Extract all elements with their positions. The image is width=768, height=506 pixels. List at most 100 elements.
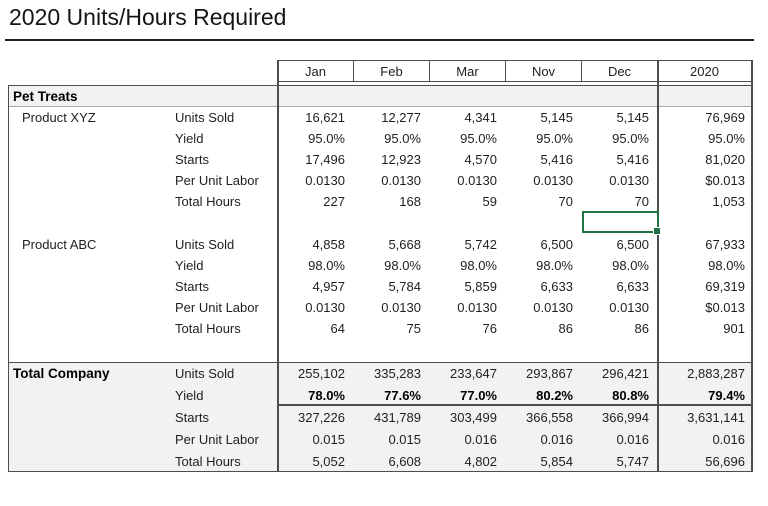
cell-jan[interactable]: 64: [330, 321, 345, 336]
metric-label[interactable]: Starts: [175, 409, 209, 425]
metric-label[interactable]: Yield: [175, 387, 204, 403]
cell-mar[interactable]: 98.0%: [460, 258, 497, 273]
cell-dec[interactable]: 5,416: [616, 152, 649, 167]
cell-nov[interactable]: 6,500: [540, 237, 573, 252]
cell-mar[interactable]: 5,742: [464, 237, 497, 252]
cell-feb[interactable]: 0.0130: [381, 300, 421, 315]
cell-2020[interactable]: 79.4%: [708, 387, 745, 403]
cell-jan[interactable]: 95.0%: [308, 131, 345, 146]
cell-2020[interactable]: 98.0%: [708, 258, 745, 273]
cell-mar[interactable]: 4,341: [464, 110, 497, 125]
cell-mar[interactable]: 59: [482, 194, 497, 209]
cell-dec[interactable]: 0.016: [616, 431, 649, 447]
metric-label[interactable]: Per Unit Labor: [175, 173, 259, 188]
cell-jan[interactable]: 0.0130: [305, 300, 345, 315]
cell-dec[interactable]: 296,421: [602, 365, 649, 381]
cell-feb[interactable]: 431,789: [374, 409, 421, 425]
cell-nov[interactable]: 86: [558, 321, 573, 336]
cell-jan[interactable]: 0.015: [312, 431, 345, 447]
cell-feb[interactable]: 335,283: [374, 365, 421, 381]
cell-feb[interactable]: 12,923: [381, 152, 421, 167]
cell-2020[interactable]: 0.016: [712, 431, 745, 447]
cell-mar[interactable]: 303,499: [450, 409, 497, 425]
cell-feb[interactable]: 0.0130: [381, 173, 421, 188]
cell-nov[interactable]: 0.016: [540, 431, 573, 447]
metric-label[interactable]: Units Sold: [175, 110, 235, 125]
cell-2020[interactable]: 81,020: [705, 152, 745, 167]
metric-label[interactable]: Yield: [175, 258, 204, 273]
cell-jan[interactable]: 4,957: [312, 279, 345, 294]
product-label-abc[interactable]: Product ABC: [22, 237, 97, 252]
cell-nov[interactable]: 293,867: [526, 365, 573, 381]
cell-jan[interactable]: 98.0%: [308, 258, 345, 273]
cell-dec[interactable]: 5,747: [616, 453, 649, 469]
cell-mar[interactable]: 95.0%: [460, 131, 497, 146]
cell-feb[interactable]: 168: [399, 194, 421, 209]
cell-jan[interactable]: 4,858: [312, 237, 345, 252]
cell-nov[interactable]: 95.0%: [536, 131, 573, 146]
cell-jan[interactable]: 78.0%: [308, 387, 345, 403]
cell-nov[interactable]: 5,145: [540, 110, 573, 125]
cell-feb[interactable]: 5,784: [388, 279, 421, 294]
cell-2020[interactable]: 76,969: [705, 110, 745, 125]
cell-nov[interactable]: 70: [558, 194, 573, 209]
cell-mar[interactable]: 0.0130: [457, 300, 497, 315]
cell-dec[interactable]: 366,994: [602, 409, 649, 425]
cell-dec[interactable]: 70: [634, 194, 649, 209]
cell-nov[interactable]: 5,416: [540, 152, 573, 167]
cell-mar[interactable]: 76: [482, 321, 497, 336]
metric-label[interactable]: Starts: [175, 152, 209, 167]
cell-2020[interactable]: 2,883,287: [687, 365, 745, 381]
cell-mar[interactable]: 233,647: [450, 365, 497, 381]
cell-feb[interactable]: 0.015: [388, 431, 421, 447]
cell-2020[interactable]: 67,933: [705, 237, 745, 252]
cell-mar[interactable]: 0.0130: [457, 173, 497, 188]
cell-2020[interactable]: $0.013: [705, 173, 745, 188]
cell-nov[interactable]: 366,558: [526, 409, 573, 425]
cell-dec[interactable]: 86: [634, 321, 649, 336]
column-header-jan[interactable]: Jan: [278, 61, 354, 81]
column-header-2020[interactable]: 2020: [690, 63, 719, 79]
product-label-xyz[interactable]: Product XYZ: [22, 110, 96, 125]
fill-handle[interactable]: [653, 227, 661, 235]
cell-nov[interactable]: 0.0130: [533, 300, 573, 315]
cell-dec[interactable]: 6,500: [616, 237, 649, 252]
cell-2020[interactable]: 56,696: [705, 453, 745, 469]
cell-feb[interactable]: 77.6%: [384, 387, 421, 403]
cell-dec[interactable]: 6,633: [616, 279, 649, 294]
cell-nov[interactable]: 98.0%: [536, 258, 573, 273]
cell-feb[interactable]: 5,668: [388, 237, 421, 252]
cell-dec[interactable]: 80.8%: [612, 387, 649, 403]
cell-mar[interactable]: 4,570: [464, 152, 497, 167]
column-header-mar[interactable]: Mar: [430, 61, 506, 81]
cell-dec[interactable]: 5,145: [616, 110, 649, 125]
cell-jan[interactable]: 255,102: [298, 365, 345, 381]
metric-label[interactable]: Total Hours: [175, 453, 241, 469]
cell-dec[interactable]: 98.0%: [612, 258, 649, 273]
cell-feb[interactable]: 75: [406, 321, 421, 336]
cell-mar[interactable]: 0.016: [464, 431, 497, 447]
cell-dec[interactable]: 0.0130: [609, 300, 649, 315]
column-header-dec[interactable]: Dec: [582, 61, 658, 81]
metric-label[interactable]: Starts: [175, 279, 209, 294]
cell-feb[interactable]: 12,277: [381, 110, 421, 125]
metric-label[interactable]: Yield: [175, 131, 204, 146]
cell-2020[interactable]: 95.0%: [708, 131, 745, 146]
cell-2020[interactable]: 901: [723, 321, 745, 336]
cell-mar[interactable]: 77.0%: [460, 387, 497, 403]
cell-feb[interactable]: 98.0%: [384, 258, 421, 273]
cell-jan[interactable]: 327,226: [298, 409, 345, 425]
column-header-feb[interactable]: Feb: [354, 61, 430, 81]
section-label-total-company[interactable]: Total Company: [13, 365, 110, 381]
cell-feb[interactable]: 95.0%: [384, 131, 421, 146]
cell-2020[interactable]: $0.013: [705, 300, 745, 315]
cell-feb[interactable]: 6,608: [388, 453, 421, 469]
cell-nov[interactable]: 0.0130: [533, 173, 573, 188]
metric-label[interactable]: Total Hours: [175, 321, 241, 336]
cell-2020[interactable]: 69,319: [705, 279, 745, 294]
section-label-pet-treats[interactable]: Pet Treats: [13, 88, 78, 104]
cell-jan[interactable]: 227: [323, 194, 345, 209]
cell-jan[interactable]: 5,052: [312, 453, 345, 469]
cell-mar[interactable]: 5,859: [464, 279, 497, 294]
metric-label[interactable]: Total Hours: [175, 194, 241, 209]
